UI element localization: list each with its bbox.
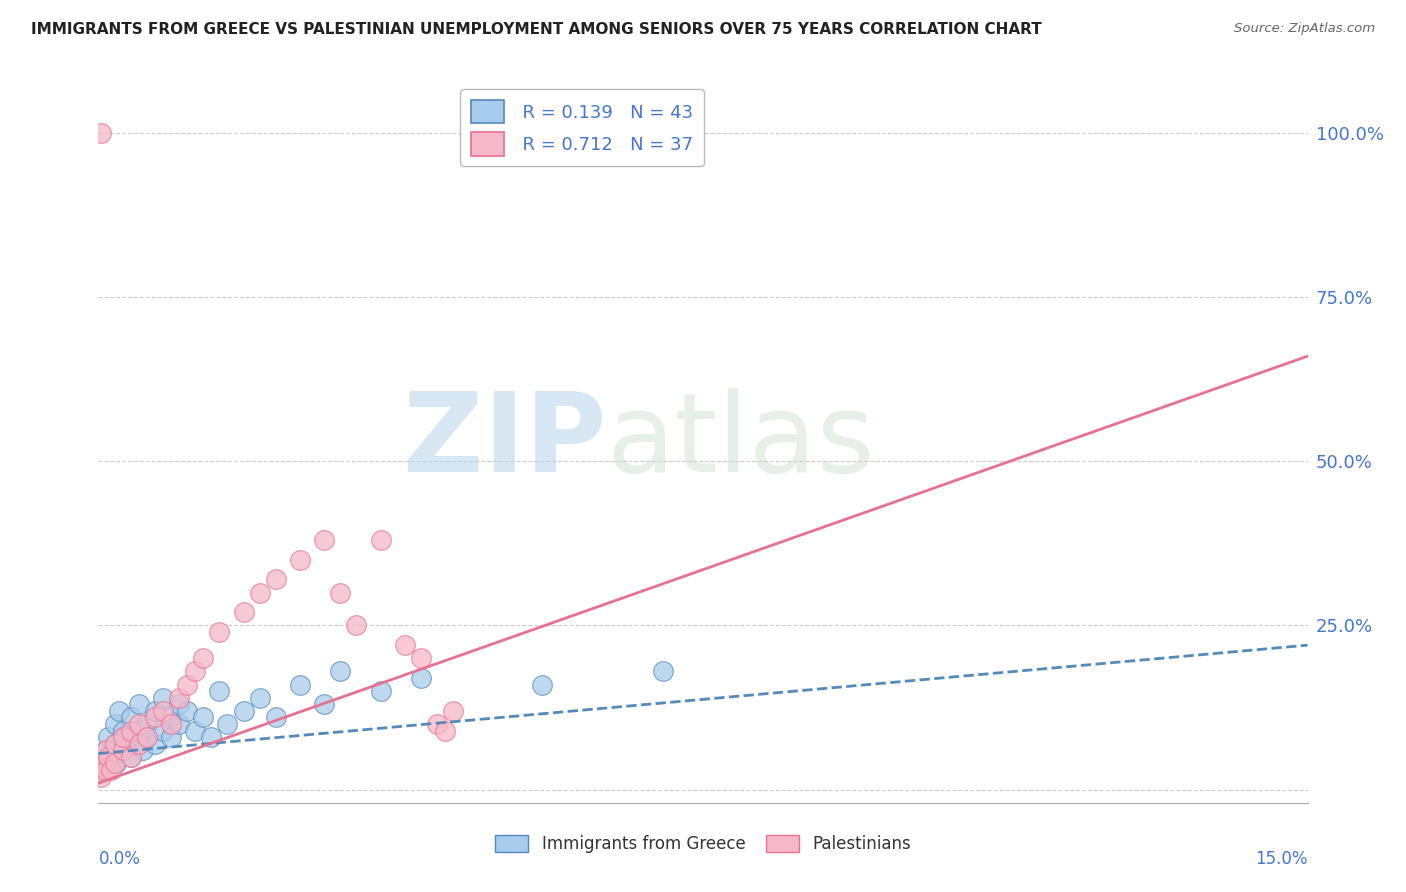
Point — [120, 710, 142, 724]
Point — [96, 743, 118, 757]
Point — [530, 677, 553, 691]
Point — [329, 665, 352, 679]
Point — [208, 684, 231, 698]
Point — [124, 737, 146, 751]
Point — [651, 665, 673, 679]
Point — [103, 717, 125, 731]
Point — [103, 737, 125, 751]
Point — [217, 717, 239, 731]
Point — [167, 717, 190, 731]
Point — [111, 743, 134, 757]
Point — [394, 638, 416, 652]
Point — [314, 533, 336, 547]
Point — [111, 730, 134, 744]
Text: atlas: atlas — [606, 388, 875, 495]
Point — [370, 533, 392, 547]
Point — [135, 717, 157, 731]
Point — [152, 723, 174, 738]
Point — [264, 710, 287, 724]
Point — [143, 704, 166, 718]
Point — [160, 710, 183, 724]
Point — [97, 730, 120, 744]
Point — [152, 704, 174, 718]
Point — [128, 723, 150, 738]
Point — [409, 651, 432, 665]
Point — [114, 730, 136, 744]
Point — [160, 717, 183, 731]
Point — [107, 704, 129, 718]
Text: 15.0%: 15.0% — [1256, 850, 1308, 868]
Point — [100, 749, 122, 764]
Point — [91, 756, 114, 771]
Point — [120, 749, 142, 764]
Point — [288, 677, 311, 691]
Point — [167, 690, 190, 705]
Point — [370, 684, 392, 698]
Point — [193, 710, 215, 724]
Point — [143, 710, 166, 724]
Point — [103, 756, 125, 771]
Point — [249, 690, 271, 705]
Point — [105, 756, 128, 771]
Point — [96, 743, 118, 757]
Point — [90, 126, 112, 140]
Point — [441, 704, 464, 718]
Point — [314, 698, 336, 712]
Point — [344, 618, 367, 632]
Point — [176, 677, 198, 691]
Point — [90, 770, 112, 784]
Point — [128, 717, 150, 731]
Point — [120, 723, 142, 738]
Point — [329, 585, 352, 599]
Point — [288, 553, 311, 567]
Point — [128, 737, 150, 751]
Text: Source: ZipAtlas.com: Source: ZipAtlas.com — [1234, 22, 1375, 36]
Point — [103, 737, 125, 751]
Point — [111, 743, 134, 757]
Point — [434, 723, 457, 738]
Point — [91, 763, 114, 777]
Point — [200, 730, 222, 744]
Text: ZIP: ZIP — [404, 388, 606, 495]
Point — [111, 723, 134, 738]
Text: 0.0%: 0.0% — [98, 850, 141, 868]
Point — [208, 625, 231, 640]
Point — [176, 704, 198, 718]
Point — [97, 749, 120, 764]
Point — [100, 763, 122, 777]
Point — [128, 698, 150, 712]
Point — [249, 585, 271, 599]
Point — [409, 671, 432, 685]
Point — [135, 730, 157, 744]
Point — [143, 737, 166, 751]
Point — [152, 690, 174, 705]
Point — [120, 749, 142, 764]
Point — [232, 704, 254, 718]
Point — [193, 651, 215, 665]
Point — [426, 717, 449, 731]
Point — [167, 698, 190, 712]
Legend: Immigrants from Greece, Palestinians: Immigrants from Greece, Palestinians — [488, 828, 918, 860]
Point — [96, 763, 118, 777]
Text: IMMIGRANTS FROM GREECE VS PALESTINIAN UNEMPLOYMENT AMONG SENIORS OVER 75 YEARS C: IMMIGRANTS FROM GREECE VS PALESTINIAN UN… — [31, 22, 1042, 37]
Point — [184, 723, 207, 738]
Point — [135, 730, 157, 744]
Point — [184, 665, 207, 679]
Point — [264, 573, 287, 587]
Point — [232, 605, 254, 619]
Point — [132, 743, 155, 757]
Point — [160, 730, 183, 744]
